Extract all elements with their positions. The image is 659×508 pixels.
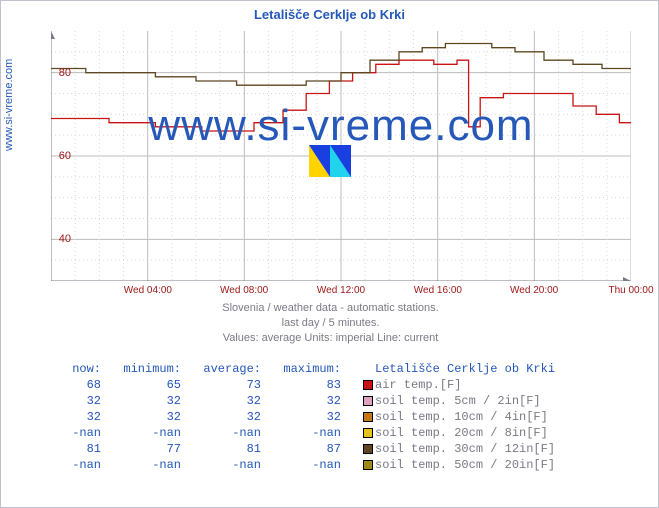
cell-max: 87: [261, 441, 341, 457]
cell-avg: 32: [181, 393, 261, 409]
x-tick-label: Wed 04:00: [124, 285, 172, 296]
cell-max: 83: [261, 377, 341, 393]
cell-max: 32: [261, 409, 341, 425]
legend-table: now: minimum: average: maximum: Letališč…: [41, 361, 635, 473]
hdr-series: Letališče Cerklje ob Krki: [375, 361, 635, 377]
cell-min: -nan: [101, 425, 181, 441]
swatch-icon: [361, 441, 375, 457]
cell-avg: 81: [181, 441, 261, 457]
y-tick-label: 80: [59, 67, 71, 79]
cell-max: 32: [261, 393, 341, 409]
legend-row: 81778187soil temp. 30cm / 12in[F]: [41, 441, 635, 457]
legend-row: 32323232soil temp. 5cm / 2in[F]: [41, 393, 635, 409]
hdr-max: maximum:: [261, 361, 341, 377]
swatch-icon: [361, 425, 375, 441]
legend-row: -nan-nan-nan-nansoil temp. 20cm / 8in[F]: [41, 425, 635, 441]
cell-now: -nan: [41, 425, 101, 441]
cell-avg: -nan: [181, 457, 261, 473]
cell-label: soil temp. 50cm / 20in[F]: [375, 457, 635, 473]
cell-now: 68: [41, 377, 101, 393]
chart-frame: Letališče Cerklje ob Krki www.si-vreme.c…: [0, 0, 659, 508]
swatch-icon: [361, 377, 375, 393]
y-tick-label: 60: [59, 150, 71, 162]
swatch-icon: [361, 457, 375, 473]
hdr-avg: average:: [181, 361, 261, 377]
caption-line-1: Slovenia / weather data - automatic stat…: [1, 301, 659, 316]
caption-line-3: Values: average Units: imperial Line: cu…: [1, 331, 659, 346]
cell-label: soil temp. 30cm / 12in[F]: [375, 441, 635, 457]
cell-min: 32: [101, 409, 181, 425]
cell-label: soil temp. 10cm / 4in[F]: [375, 409, 635, 425]
cell-now: -nan: [41, 457, 101, 473]
cell-min: 32: [101, 393, 181, 409]
y-axis-label: www.si-vreme.com: [3, 59, 15, 151]
cell-label: soil temp. 20cm / 8in[F]: [375, 425, 635, 441]
cell-label: air temp.[F]: [375, 377, 635, 393]
x-ticks: Wed 04:00 Wed 08:00 Wed 12:00 Wed 16:00 Wed …: [51, 285, 631, 297]
caption: Slovenia / weather data - automatic stat…: [1, 301, 659, 346]
cell-now: 81: [41, 441, 101, 457]
cell-min: 65: [101, 377, 181, 393]
cell-min: -nan: [101, 457, 181, 473]
x-tick-label: Wed 12:00: [317, 285, 365, 296]
legend-row: 32323232soil temp. 10cm / 4in[F]: [41, 409, 635, 425]
swatch-icon: [361, 393, 375, 409]
cell-avg: 32: [181, 409, 261, 425]
chart-title: Letališče Cerklje ob Krki: [1, 1, 658, 22]
cell-now: 32: [41, 393, 101, 409]
x-tick-label: Wed 16:00: [414, 285, 462, 296]
cell-now: 32: [41, 409, 101, 425]
logo-icon: [309, 145, 351, 177]
cell-max: -nan: [261, 457, 341, 473]
x-tick-label: Thu 00:00: [608, 285, 653, 296]
caption-line-2: last day / 5 minutes.: [1, 316, 659, 331]
y-tick-label: 40: [59, 233, 71, 245]
cell-max: -nan: [261, 425, 341, 441]
cell-avg: 73: [181, 377, 261, 393]
legend-row: 68657383 air temp.[F]: [41, 377, 635, 393]
cell-label: soil temp. 5cm / 2in[F]: [375, 393, 635, 409]
hdr-min: minimum:: [101, 361, 181, 377]
hdr-now: now:: [41, 361, 101, 377]
swatch-icon: [361, 409, 375, 425]
cell-avg: -nan: [181, 425, 261, 441]
legend-header: now: minimum: average: maximum: Letališč…: [41, 361, 635, 377]
x-tick-label: Wed 20:00: [510, 285, 558, 296]
x-tick-label: Wed 08:00: [220, 285, 268, 296]
cell-min: 77: [101, 441, 181, 457]
legend-row: -nan-nan-nan-nansoil temp. 50cm / 20in[F…: [41, 457, 635, 473]
